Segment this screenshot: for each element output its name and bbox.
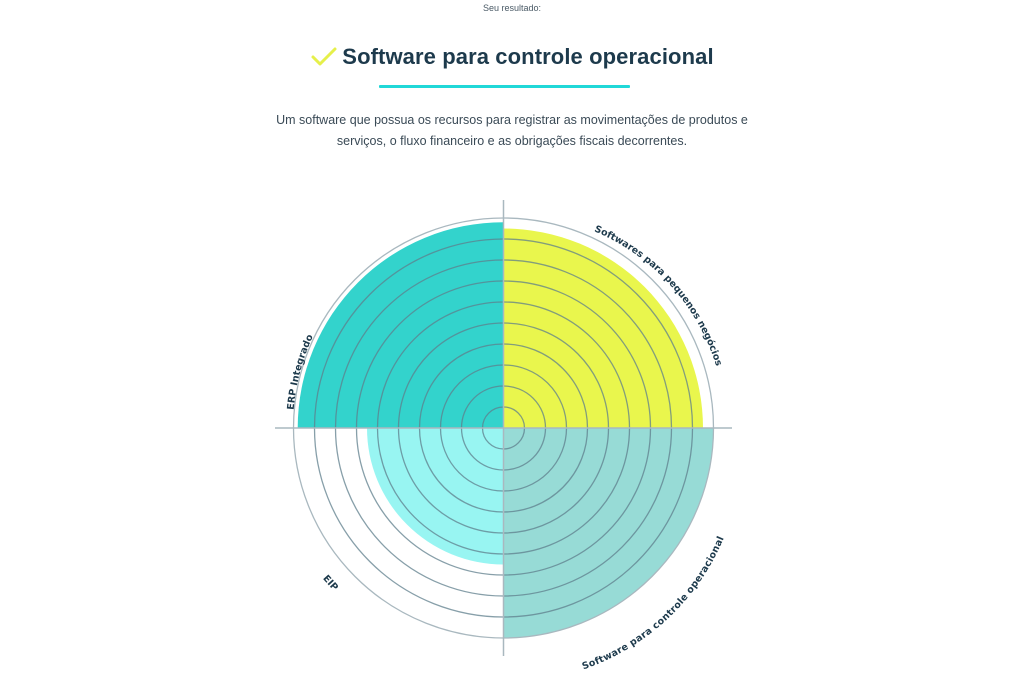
segment-eip xyxy=(367,428,504,565)
segment-softwares-para-pequenos-nego-cios xyxy=(503,228,703,428)
title-underline xyxy=(379,85,630,88)
result-eyebrow: Seu resultado: xyxy=(482,3,542,13)
result-title-row: Software para controle operacional xyxy=(0,42,1024,72)
chart-axes xyxy=(275,200,732,656)
segment-software-para-controle-operacional xyxy=(503,428,714,638)
result-description: Um software que possua os recursos para … xyxy=(276,113,748,148)
result-title: Software para controle operacional xyxy=(342,44,714,69)
checkmark-icon xyxy=(311,47,337,66)
segment-erp-integrado xyxy=(297,222,504,428)
label-eip: EIP xyxy=(320,573,340,593)
chart-segments xyxy=(297,222,714,638)
